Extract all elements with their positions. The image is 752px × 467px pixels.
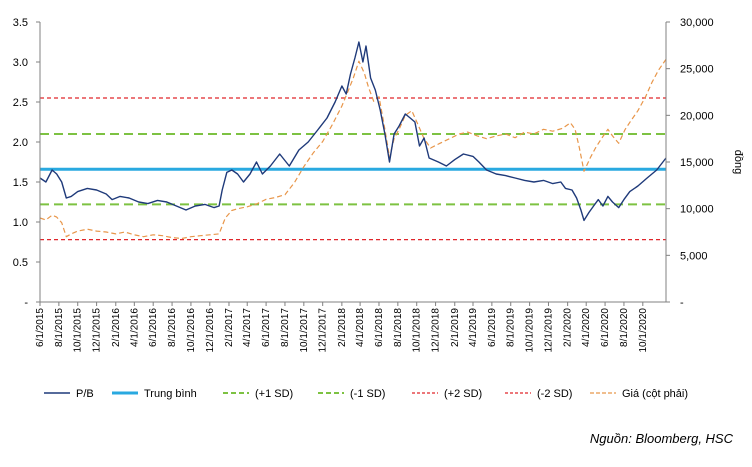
left-tick-label-1: 0.5 [13, 257, 28, 269]
left-tick-label-3: 1.5 [13, 177, 28, 189]
right-tick-label-3: 15,000 [680, 157, 714, 169]
x-tick-label-0: 6/1/2015 [35, 308, 46, 347]
x-tick-label-25: 8/1/2019 [506, 308, 517, 347]
series-line-1 [39, 58, 667, 240]
right-tick-label-4: 20,000 [680, 110, 714, 122]
x-tick-label-19: 8/1/2018 [393, 308, 404, 347]
x-tick-label-16: 2/1/2018 [337, 308, 348, 347]
series-layer [39, 41, 667, 240]
x-tick-label-27: 12/1/2019 [543, 308, 554, 353]
x-tick-label-3: 12/1/2015 [92, 308, 103, 353]
x-tick-label-32: 10/1/2020 [638, 308, 649, 353]
legend-label-4: (+2 SD) [444, 388, 482, 400]
right-tick-label-6: 30,000 [680, 17, 714, 29]
x-tick-label-6: 6/1/2016 [148, 308, 159, 347]
series-line-0 [39, 41, 667, 222]
x-tick-label-9: 12/1/2016 [205, 308, 216, 353]
x-tick-label-5: 4/1/2016 [129, 308, 140, 347]
right-tick-label-1: 5,000 [680, 250, 708, 262]
right-tick-label-5: 25,000 [680, 64, 714, 76]
legend-label-0: P/B [76, 388, 94, 400]
x-tick-label-20: 10/1/2018 [412, 308, 423, 353]
x-tick-label-18: 6/1/2018 [374, 308, 385, 347]
x-tick-label-8: 10/1/2016 [186, 308, 197, 353]
right-axis-label: đồng [732, 150, 744, 174]
left-tick-label-6: 3.0 [13, 57, 28, 69]
legend: P/B Trung bình (+1 SD) (-1 SD) (+2 SD) (-2 SD… [44, 388, 688, 400]
x-tick-label-10: 2/1/2017 [224, 308, 235, 347]
x-tick-label-30: 6/1/2020 [600, 308, 611, 347]
legend-label-5: (-2 SD) [537, 388, 572, 400]
x-tick-label-15: 12/1/2017 [318, 308, 329, 353]
right-tick-label-2: 10,000 [680, 204, 714, 216]
x-tick-label-7: 8/1/2016 [167, 308, 178, 347]
reference-lines [40, 97, 666, 241]
x-tick-label-26: 10/1/2019 [525, 308, 536, 353]
left-tick-label-0: - [24, 297, 28, 309]
legend-label-3: (-1 SD) [350, 388, 385, 400]
legend-label-6: Giá (cột phải) [622, 388, 688, 400]
x-tick-label-23: 4/1/2019 [468, 308, 479, 347]
x-tick-label-31: 8/1/2020 [619, 308, 630, 347]
x-tick-label-17: 4/1/2018 [355, 308, 366, 347]
left-tick-label-5: 2.5 [13, 97, 28, 109]
x-tick-label-29: 4/1/2020 [581, 308, 592, 347]
x-tick-label-22: 2/1/2019 [450, 308, 461, 347]
x-tick-label-28: 2/1/2020 [563, 308, 574, 347]
x-tick-label-12: 6/1/2017 [261, 308, 272, 347]
x-tick-label-4: 2/1/2016 [111, 308, 122, 347]
legend-label-1: Trung bình [144, 388, 197, 400]
x-tick-label-13: 8/1/2017 [280, 308, 291, 347]
source-note: Nguồn: Bloomberg, HSC [590, 431, 734, 446]
x-tick-label-21: 12/1/2018 [431, 308, 442, 353]
legend-label-2: (+1 SD) [255, 388, 293, 400]
x-tick-label-1: 8/1/2015 [54, 308, 65, 347]
left-tick-label-2: 1.0 [13, 217, 28, 229]
x-tick-label-11: 4/1/2017 [242, 308, 253, 347]
left-tick-label-7: 3.5 [13, 17, 28, 29]
left-tick-label-4: 2.0 [13, 137, 28, 149]
x-tick-label-2: 10/1/2015 [73, 308, 84, 353]
x-tick-label-14: 10/1/2017 [299, 308, 310, 353]
right-tick-label-0: - [680, 297, 684, 309]
axes: - 0.5 1.0 1.5 2.0 2.5 3.0 3.5 - 5,000 10,000 15,000… [13, 17, 714, 353]
x-tick-label-24: 6/1/2019 [487, 308, 498, 347]
